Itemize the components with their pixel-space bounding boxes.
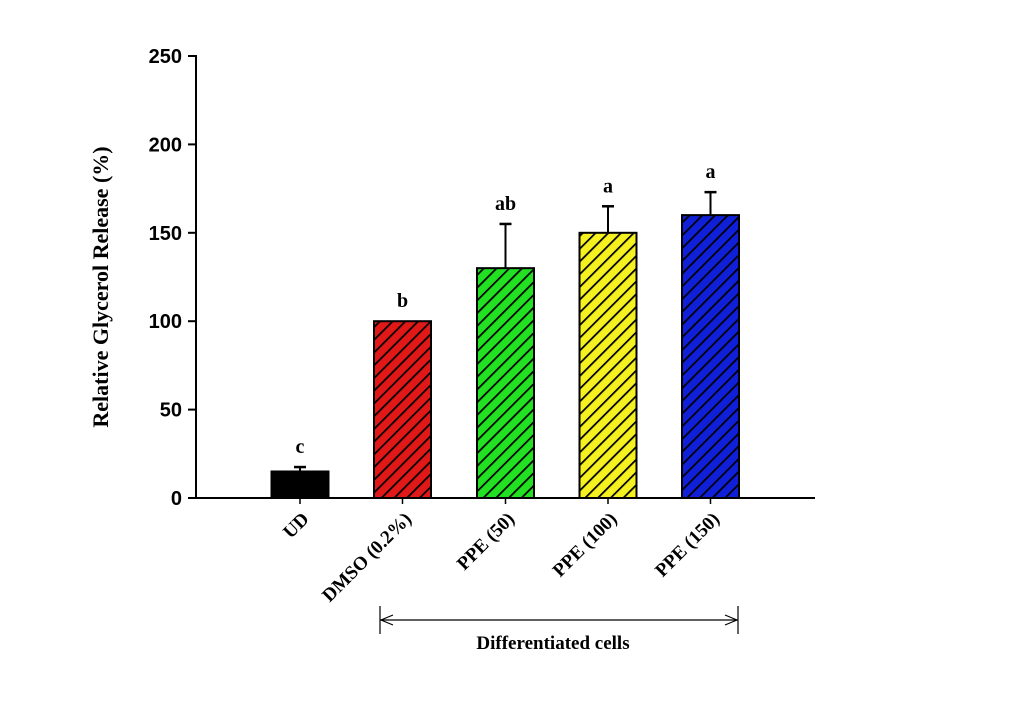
y-axis-label: Relative Glycerol Release (%) <box>88 146 113 427</box>
y-tick-label: 100 <box>149 311 182 333</box>
bracket-arrowheads <box>380 614 738 626</box>
y-tick-label: 50 <box>160 400 182 422</box>
group-bracket: Differentiated cells <box>379 606 739 654</box>
y-tick-label: 200 <box>149 134 182 156</box>
bracket-label: Differentiated cells <box>476 633 629 654</box>
y-tick-label: 0 <box>171 488 182 510</box>
x-tick-label: PPE (50) <box>453 509 519 575</box>
significance-label: ab <box>495 193 516 215</box>
significance-label: b <box>397 290 408 312</box>
bar-hatch <box>477 268 534 498</box>
x-tick-label: PPE (100) <box>549 509 622 582</box>
bar-hatch <box>579 232 637 499</box>
y-tick-label: 250 <box>149 46 182 68</box>
bar-hatch <box>374 321 431 498</box>
significance-label: a <box>603 175 613 197</box>
bar-hatch <box>682 215 739 498</box>
bar <box>271 471 329 498</box>
x-tick-label: PPE (150) <box>651 509 724 582</box>
significance-label: a <box>706 161 716 183</box>
y-tick-label: 150 <box>149 223 182 245</box>
x-tick-label: DMSO (0.2%) <box>318 509 416 607</box>
significance-label: c <box>296 436 305 458</box>
x-tick-label: UD <box>279 509 313 543</box>
